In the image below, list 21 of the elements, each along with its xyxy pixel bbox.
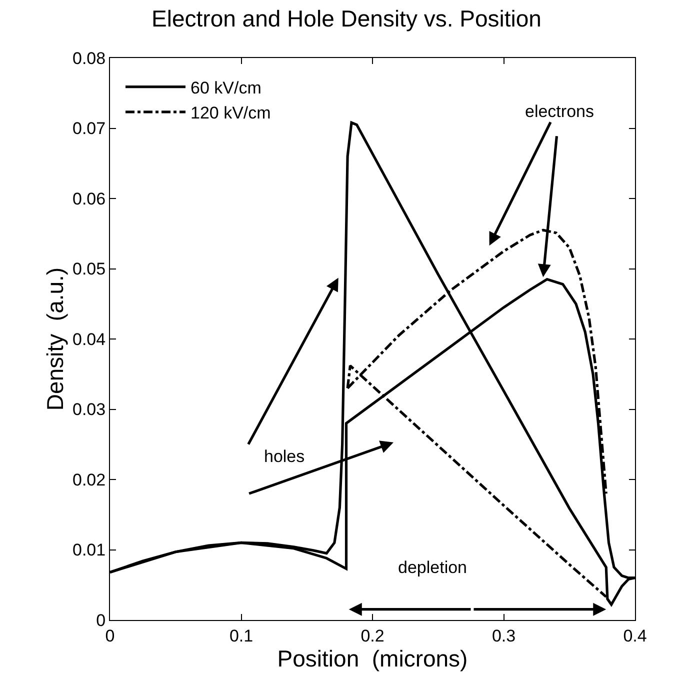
y-tick-label: 0.02 — [72, 470, 106, 490]
x-tick-label: 0.4 — [623, 626, 647, 646]
y-tick-label: 0.08 — [72, 48, 106, 68]
annotation: holes — [264, 447, 305, 466]
annotation: electrons — [525, 102, 594, 121]
legend-label: 60 kV/cm — [190, 78, 262, 98]
y-tick-label: 0.06 — [72, 189, 106, 208]
x-tick-label: 0.3 — [492, 626, 516, 646]
chart-title: Electron and Hole Density vs. Position — [152, 5, 542, 32]
legend-label: 120 kV/cm — [190, 104, 271, 123]
y-tick-label: 0.03 — [72, 400, 106, 420]
x-axis-title: Position (microns) — [277, 645, 468, 672]
y-tick-label: 0.07 — [72, 119, 106, 138]
annotation: depletion — [398, 558, 468, 577]
x-tick-label: 0.1 — [229, 626, 254, 646]
y-tick-label: 0.01 — [72, 540, 106, 560]
y-axis-title: Density (a.u.) — [42, 267, 68, 411]
y-tick-label: 0.04 — [72, 330, 106, 349]
x-tick-label: 0.2 — [360, 626, 384, 646]
y-tick-label: 0.05 — [72, 260, 106, 279]
y-tick-label: 0 — [96, 610, 106, 630]
